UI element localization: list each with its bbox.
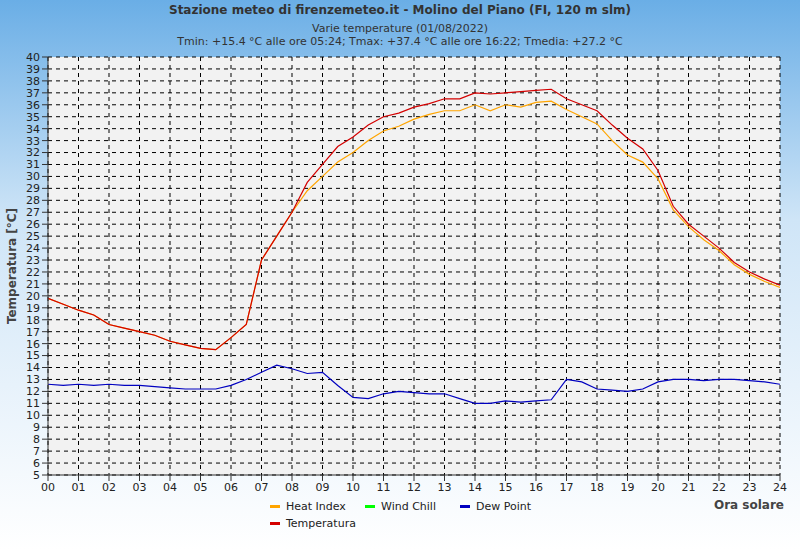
svg-text:16: 16 <box>529 481 543 494</box>
svg-text:19: 19 <box>26 302 40 315</box>
svg-text:09: 09 <box>316 481 330 494</box>
html-text:Stazione meteo di firenzemeteo: Stazione meteo di firenzemeteo.it - Moli… <box>169 3 631 17</box>
svg-text:08: 08 <box>285 481 299 494</box>
svg-text:35: 35 <box>26 111 40 124</box>
svg-text:04: 04 <box>163 481 177 494</box>
svg-text:14: 14 <box>468 481 482 494</box>
svg-text:17: 17 <box>26 326 40 339</box>
svg-text:10: 10 <box>26 409 40 422</box>
svg-text:29: 29 <box>26 182 40 195</box>
svg-text:06: 06 <box>224 481 238 494</box>
svg-text:16: 16 <box>26 338 40 351</box>
html-text:Dew Point: Dew Point <box>476 500 531 513</box>
svg-text:01: 01 <box>72 481 86 494</box>
svg-text:23: 23 <box>26 254 40 267</box>
svg-text:11: 11 <box>377 481 391 494</box>
svg-text:20: 20 <box>651 481 665 494</box>
svg-text:15: 15 <box>26 349 40 362</box>
svg-text:40: 40 <box>26 51 40 64</box>
svg-text:24: 24 <box>773 481 787 494</box>
svg-text:9: 9 <box>33 421 40 434</box>
svg-text:23: 23 <box>743 481 757 494</box>
svg-text:32: 32 <box>26 146 40 159</box>
svg-text:21: 21 <box>682 481 696 494</box>
svg-text:12: 12 <box>407 481 421 494</box>
svg-text:26: 26 <box>26 218 40 231</box>
svg-text:18: 18 <box>26 314 40 327</box>
svg-text:5: 5 <box>33 469 40 482</box>
svg-text:39: 39 <box>26 63 40 76</box>
svg-text:37: 37 <box>26 87 40 100</box>
svg-text:10: 10 <box>346 481 360 494</box>
svg-text:13: 13 <box>438 481 452 494</box>
html-text:Ora solare: Ora solare <box>713 498 784 512</box>
svg-text:07: 07 <box>255 481 269 494</box>
svg-text:12: 12 <box>26 385 40 398</box>
svg-text:34: 34 <box>26 123 40 136</box>
svg-text:14: 14 <box>26 361 40 374</box>
svg-text:33: 33 <box>26 135 40 148</box>
html-text:Wind Chill: Wind Chill <box>381 500 436 513</box>
svg-text:11: 11 <box>26 397 40 410</box>
html-text:Temperatura [°C]: Temperatura [°C] <box>5 207 19 325</box>
svg-text:6: 6 <box>33 457 40 470</box>
svg-text:25: 25 <box>26 230 40 243</box>
html-text:Heat Index: Heat Index <box>286 500 346 513</box>
svg-text:00: 00 <box>41 481 55 494</box>
svg-text:15: 15 <box>499 481 513 494</box>
svg-text:18: 18 <box>590 481 604 494</box>
html-text:Varie temperature (01/08/2022): Varie temperature (01/08/2022) <box>312 22 488 35</box>
svg-text:03: 03 <box>133 481 147 494</box>
svg-text:28: 28 <box>26 194 40 207</box>
svg-text:30: 30 <box>26 170 40 183</box>
svg-text:17: 17 <box>560 481 574 494</box>
svg-text:38: 38 <box>26 75 40 88</box>
svg-text:21: 21 <box>26 278 40 291</box>
svg-text:22: 22 <box>712 481 726 494</box>
svg-text:20: 20 <box>26 290 40 303</box>
svg-text:8: 8 <box>33 433 40 446</box>
svg-text:19: 19 <box>621 481 635 494</box>
html-text:Tmin: +15.4 °C alle ore 05:24;: Tmin: +15.4 °C alle ore 05:24; Tmax: +37… <box>177 35 623 48</box>
svg-text:02: 02 <box>102 481 116 494</box>
svg-text:31: 31 <box>26 158 40 171</box>
svg-text:7: 7 <box>33 445 40 458</box>
svg-text:36: 36 <box>26 99 40 112</box>
svg-text:27: 27 <box>26 206 40 219</box>
html-text:Temperatura: Temperatura <box>286 517 356 530</box>
svg-text:05: 05 <box>194 481 208 494</box>
svg-text:22: 22 <box>26 266 40 279</box>
svg-text:13: 13 <box>26 373 40 386</box>
svg-text:24: 24 <box>26 242 40 255</box>
